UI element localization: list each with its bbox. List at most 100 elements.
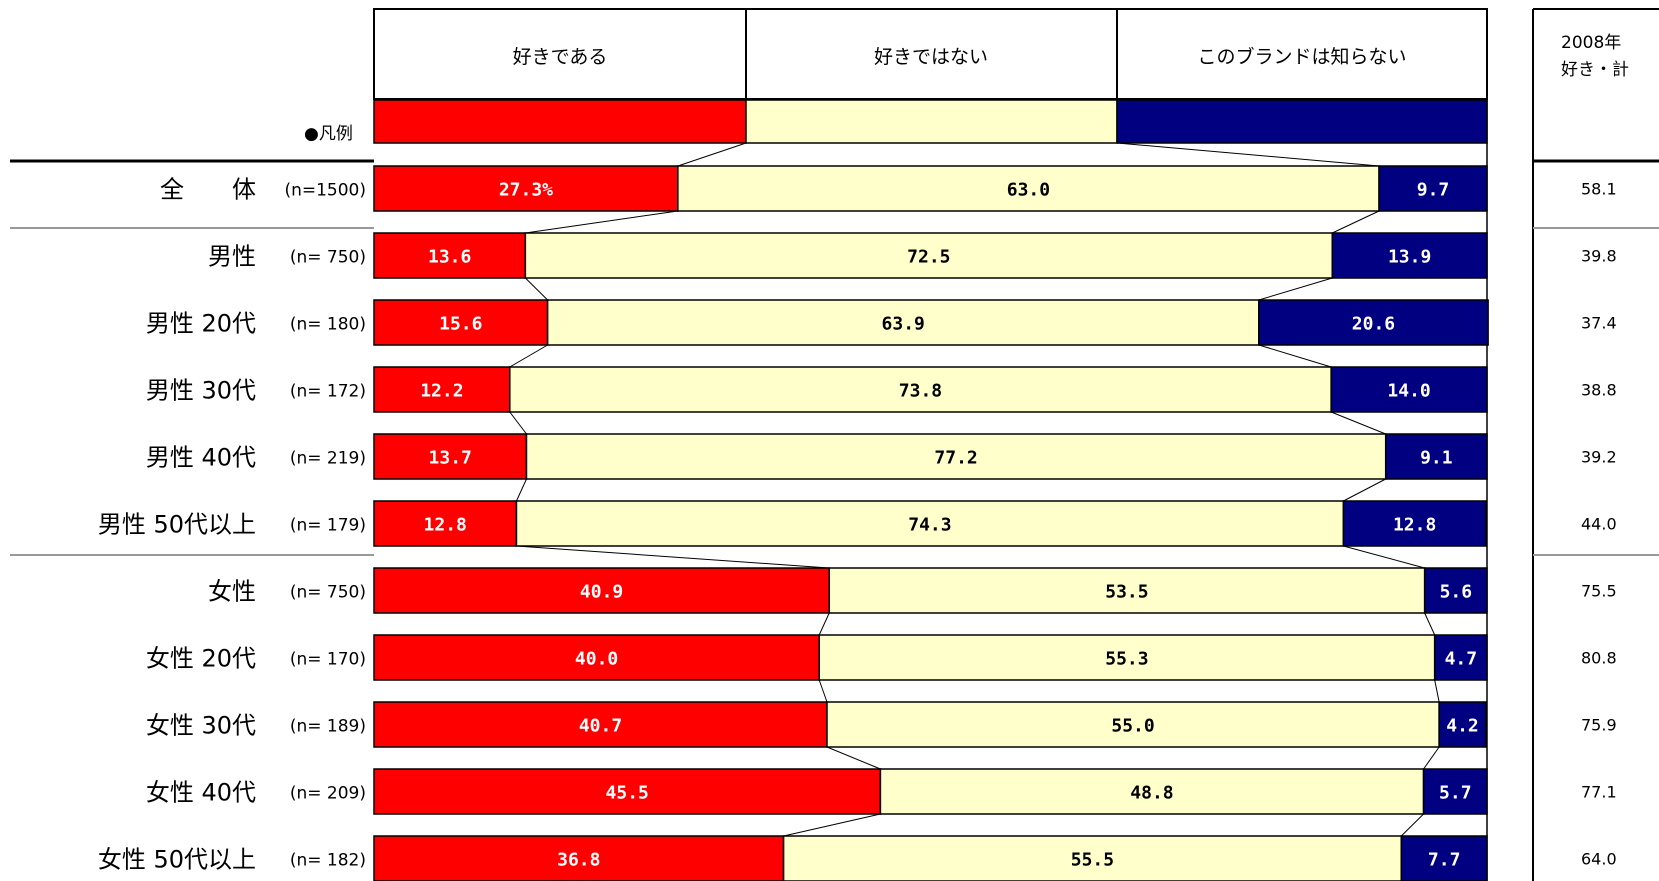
sample-size-label: (n= 750) bbox=[290, 248, 366, 268]
bar-dislike-row-8 bbox=[826, 701, 1440, 748]
year-2008-value: 37.4 bbox=[1581, 314, 1617, 333]
value-label-like-row-10: 36.8 bbox=[557, 850, 600, 871]
year-column-header: 2008年 好き・計 bbox=[1532, 8, 1659, 881]
bar-dislike-row-3 bbox=[509, 366, 1332, 413]
row-labels: 全 体 (n=1500) 58.1 男性 (n= 750) 39.8 男性 20代 (n= 1… bbox=[98, 176, 1617, 874]
value-label-unknown-row-9: 5.7 bbox=[1439, 783, 1472, 804]
connector-line bbox=[1258, 277, 1333, 301]
value-label-like-row-0: 27.3% bbox=[499, 180, 553, 201]
year-header-line2: 好き・計 bbox=[1561, 60, 1629, 80]
value-label-unknown-row-2: 20.6 bbox=[1352, 314, 1395, 335]
bar-unknown-row-7 bbox=[1433, 634, 1488, 681]
header-label-like: 好きである bbox=[513, 46, 608, 68]
category-label: 女性 30代 bbox=[146, 712, 256, 740]
value-label-dislike-row-1: 72.5 bbox=[907, 247, 950, 268]
value-label-dislike-row-7: 55.3 bbox=[1105, 649, 1148, 670]
legend-row: ●凡例 bbox=[304, 99, 1488, 144]
bar-unknown-row-5 bbox=[1342, 500, 1487, 547]
bar-dislike-row-5 bbox=[515, 500, 1345, 547]
bar-dislike-row-7 bbox=[818, 634, 1436, 681]
value-label-dislike-row-5: 74.3 bbox=[908, 515, 951, 536]
connector-line bbox=[1332, 210, 1380, 234]
sample-size-label: (n= 189) bbox=[290, 717, 366, 737]
year-2008-value: 64.0 bbox=[1581, 850, 1617, 869]
value-label-dislike-row-8: 55.0 bbox=[1111, 716, 1154, 737]
connector-line bbox=[826, 746, 881, 770]
value-label-unknown-row-3: 14.0 bbox=[1387, 381, 1430, 402]
bar-unknown-row-6 bbox=[1423, 567, 1488, 614]
category-label: 男性 30代 bbox=[146, 377, 256, 405]
value-label-dislike-row-2: 63.9 bbox=[882, 314, 925, 335]
value-label-unknown-row-1: 13.9 bbox=[1388, 247, 1431, 268]
bar-dislike-row-2 bbox=[546, 299, 1260, 346]
year-2008-value: 39.2 bbox=[1581, 448, 1617, 467]
connector-line bbox=[1116, 142, 1380, 167]
bar-like-row-8 bbox=[373, 701, 828, 748]
year-2008-value: 75.9 bbox=[1581, 716, 1617, 735]
sample-size-label: (n= 209) bbox=[290, 784, 366, 804]
category-label: 女性 50代以上 bbox=[98, 846, 256, 874]
bar-unknown-row-4 bbox=[1384, 433, 1488, 480]
separators bbox=[10, 99, 1659, 881]
connector-line bbox=[783, 813, 881, 837]
value-label-unknown-row-8: 4.2 bbox=[1446, 716, 1479, 737]
bar-like-row-5 bbox=[373, 500, 518, 547]
value-label-unknown-row-5: 12.8 bbox=[1393, 515, 1436, 536]
value-label-like-row-2: 15.6 bbox=[439, 314, 482, 335]
category-label: 男性 bbox=[208, 243, 256, 271]
value-label-dislike-row-4: 77.2 bbox=[934, 448, 977, 469]
value-label-unknown-row-0: 9.7 bbox=[1417, 180, 1450, 201]
legend-swatch-unknown bbox=[1116, 99, 1488, 144]
connector-line bbox=[1400, 813, 1424, 837]
bar-unknown-row-2 bbox=[1258, 299, 1489, 346]
connector-line bbox=[818, 612, 830, 636]
connector-line bbox=[525, 277, 548, 301]
bar-like-row-1 bbox=[373, 232, 527, 279]
bar-like-row-6 bbox=[373, 567, 830, 614]
bar-dislike-row-9 bbox=[879, 768, 1425, 815]
bar-dislike-row-0 bbox=[677, 165, 1380, 212]
connector-line bbox=[1343, 478, 1386, 502]
value-label-like-row-5: 12.8 bbox=[424, 515, 467, 536]
year-2008-value: 80.8 bbox=[1581, 649, 1617, 668]
value-label-like-row-7: 40.0 bbox=[575, 649, 618, 670]
connector-line bbox=[1434, 679, 1440, 703]
connector-line bbox=[516, 478, 527, 502]
connector-line bbox=[1258, 344, 1332, 368]
bar-unknown-row-1 bbox=[1331, 232, 1488, 279]
connector-line bbox=[509, 411, 527, 435]
bars: 27.3% 63.0 9.7 13.6 72.5 13.9 15.6 63.9 20.6 12.2… bbox=[373, 165, 1489, 881]
header-label-dislike: 好きではない bbox=[874, 46, 988, 68]
sample-size-label: (n= 179) bbox=[290, 516, 366, 536]
legend-label: ●凡例 bbox=[304, 124, 353, 144]
header-row: 好きである 好きではない このブランドは知らない bbox=[373, 8, 1488, 100]
category-label: 男性 40代 bbox=[146, 444, 256, 472]
bar-like-row-2 bbox=[373, 299, 549, 346]
connector-line bbox=[1343, 545, 1425, 569]
value-label-like-row-4: 13.7 bbox=[429, 448, 472, 469]
legend-swatch-dislike bbox=[745, 99, 1118, 144]
value-label-like-row-6: 40.9 bbox=[580, 582, 623, 603]
sample-size-label: (n= 180) bbox=[290, 315, 366, 335]
category-label: 女性 bbox=[208, 578, 256, 606]
bar-unknown-row-0 bbox=[1378, 165, 1488, 212]
connector-line bbox=[509, 344, 548, 368]
bar-dislike-row-6 bbox=[828, 567, 1426, 614]
connector-line bbox=[1424, 612, 1436, 636]
sample-size-label: (n= 182) bbox=[290, 851, 366, 871]
value-label-dislike-row-9: 48.8 bbox=[1130, 783, 1173, 804]
sample-size-label: (n= 219) bbox=[290, 449, 366, 469]
bar-dislike-row-4 bbox=[525, 433, 1387, 480]
value-label-unknown-row-4: 9.1 bbox=[1420, 448, 1453, 469]
connector-line bbox=[818, 679, 828, 703]
year-header-line1: 2008年 bbox=[1561, 33, 1621, 53]
year-2008-value: 44.0 bbox=[1581, 515, 1617, 534]
value-label-like-row-1: 13.6 bbox=[428, 247, 471, 268]
value-label-like-row-9: 45.5 bbox=[606, 783, 649, 804]
year-2008-value: 58.1 bbox=[1581, 180, 1617, 199]
bar-like-row-4 bbox=[373, 433, 528, 480]
connector-line bbox=[516, 545, 830, 569]
value-label-dislike-row-10: 55.5 bbox=[1071, 850, 1114, 871]
year-2008-value: 38.8 bbox=[1581, 381, 1617, 400]
